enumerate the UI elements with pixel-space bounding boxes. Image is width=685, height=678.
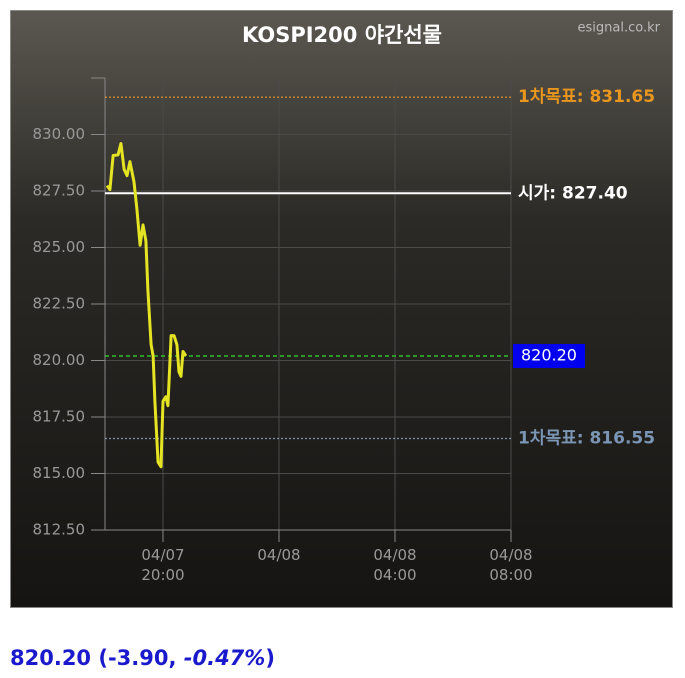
reference-label-box — [513, 343, 585, 368]
summary-part: 820.20 (-3.90, — [10, 646, 184, 670]
y-tick-label: 820.00 — [33, 351, 86, 369]
chart-title: KOSPI200 야간선물 — [242, 23, 442, 47]
reference-label: 1차목표: 831.65 — [518, 87, 655, 107]
source: esignal.co.kr — [578, 21, 661, 36]
reference-label: 1차목표: 816.55 — [518, 428, 655, 448]
price-line — [105, 142, 188, 469]
y-tick-label: 822.50 — [33, 295, 86, 313]
x-tick-label: 04/08 08:00 — [489, 546, 533, 584]
y-tick-label: 815.00 — [33, 464, 86, 482]
y-tick-label: 812.50 — [33, 521, 86, 539]
y-tick-label: 817.50 — [33, 408, 86, 426]
summary-part: ) — [265, 646, 275, 670]
x-tick-label: 04/08 — [257, 546, 301, 564]
y-tick-label: 830.00 — [33, 125, 86, 143]
y-tick-label: 825.00 — [33, 238, 86, 256]
summary-part: -0.47% — [183, 646, 266, 670]
x-tick-label: 04/07 20:00 — [141, 546, 185, 584]
reference-label: 820.20 — [521, 345, 577, 364]
panel — [10, 10, 673, 608]
chart: KOSPI200 야간선물 esignal.co.kr 812.50 815.00… — [10, 10, 673, 608]
reference-label: 시가: 827.40 — [518, 183, 628, 203]
y-tick-label: 827.50 — [33, 182, 86, 200]
x-tick-label: 04/08 04:00 — [373, 546, 417, 584]
summary: 820.20 (-3.90, -0.47%) — [10, 646, 275, 670]
